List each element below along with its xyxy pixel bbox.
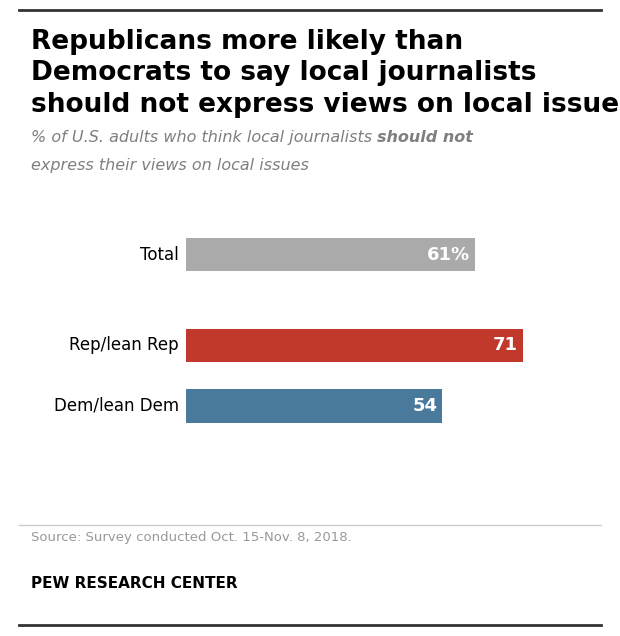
Bar [186, 329, 523, 362]
Text: Total: Total [140, 245, 179, 263]
Text: % of U.S. adults who think local journalists: % of U.S. adults who think local journal… [31, 130, 377, 146]
Text: Rep/lean Rep: Rep/lean Rep [69, 336, 179, 354]
Text: 54: 54 [412, 397, 437, 415]
Text: Democrats to say local journalists: Democrats to say local journalists [31, 60, 536, 86]
Text: 71: 71 [493, 336, 518, 354]
Text: Republicans more likely than: Republicans more likely than [31, 29, 463, 55]
Bar [186, 238, 475, 271]
Text: express their views on local issues: express their views on local issues [31, 158, 309, 173]
Text: PEW RESEARCH CENTER: PEW RESEARCH CENTER [31, 576, 237, 591]
Text: should not express views on local issues: should not express views on local issues [31, 92, 620, 118]
Text: 61%: 61% [427, 245, 471, 263]
Text: Source: Survey conducted Oct. 15-Nov. 8, 2018.: Source: Survey conducted Oct. 15-Nov. 8,… [31, 531, 352, 544]
Text: Dem/lean Dem: Dem/lean Dem [54, 397, 179, 415]
Bar [186, 389, 442, 423]
Text: should not: should not [377, 130, 473, 146]
